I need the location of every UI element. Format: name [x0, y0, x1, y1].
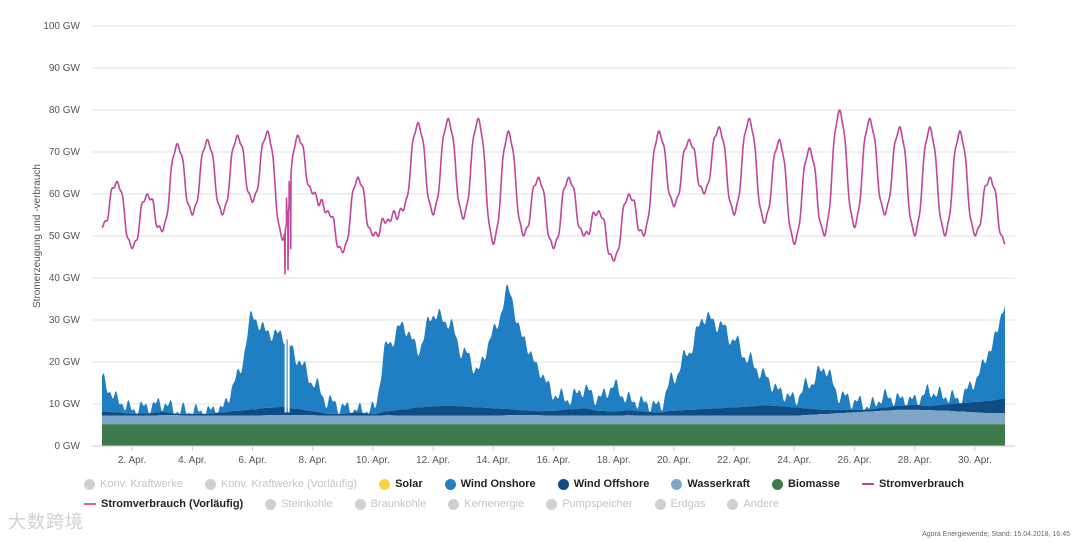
source-note: Agora Energiewende; Stand: 15.04.2018, 1…	[922, 531, 1070, 538]
legend-row-1: Konv. Kraftwerke Konv. Kraftwerke (Vorläu…	[84, 474, 1044, 494]
legend-item-andere[interactable]: Andere	[727, 498, 779, 510]
x-tick-label: 24. Apr.	[777, 455, 811, 466]
legend-item-stromverbrauch-vorläufig[interactable]: Stromverbrauch (Vorläufig)	[84, 498, 243, 510]
x-tick-label: 28. Apr.	[898, 455, 932, 466]
legend-item-konv-kraftwerke[interactable]: Konv. Kraftwerke	[84, 478, 183, 490]
legend-label: Stromverbrauch	[878, 478, 964, 490]
x-tick-label: 2. Apr.	[118, 455, 146, 466]
area-wind-offshore	[102, 398, 1005, 416]
legend-label: Solar	[395, 478, 423, 490]
legend-marker-icon	[448, 498, 460, 510]
line-stromverbrauch	[101, 109, 1006, 275]
legend-label: Wasserkraft	[687, 478, 750, 490]
legend-label: Wind Offshore	[573, 478, 650, 490]
y-tick-label: 40 GW	[49, 273, 81, 284]
legend-marker-icon	[84, 478, 95, 490]
legend-item-wasserkraft[interactable]: Wasserkraft	[671, 478, 750, 490]
legend-label: Konv. Kraftwerke	[100, 478, 183, 490]
chart-lines	[101, 109, 1006, 275]
x-tick-label: 4. Apr.	[178, 455, 206, 466]
y-axis-label: Stromerzeugung und -verbrauch	[32, 164, 43, 308]
legend-label: Kernenergie	[464, 498, 525, 510]
legend-row-2: Stromverbrauch (Vorläufig) Steinkohle Brau…	[84, 494, 1044, 514]
x-tick-label: 8. Apr.	[299, 455, 327, 466]
legend-label: Biomasse	[787, 478, 840, 490]
legend-item-wind-onshore[interactable]: Wind Onshore	[444, 478, 536, 490]
chart-canvas: 0 GW 10 GW 20 GW 30 GW 40 GW 50 GW 60 GW 70 GW 8…	[32, 21, 1015, 466]
y-tick-label: 100 GW	[43, 21, 80, 32]
legend-item-steinkohle[interactable]: Steinkohle	[265, 498, 333, 510]
y-axis-ticks: 0 GW 10 GW 20 GW 30 GW 40 GW 50 GW 60 GW 70 GW 8…	[43, 21, 80, 452]
area-biomasse	[102, 424, 1005, 446]
y-tick-label: 50 GW	[49, 231, 81, 242]
legend-item-solar[interactable]: Solar	[379, 478, 423, 490]
legend-marker-icon	[671, 478, 683, 490]
legend-label: Konv. Kraftwerke (Vorläufig)	[220, 478, 358, 490]
x-tick-label: 12. Apr.	[416, 455, 450, 466]
legend-label: Erdgas	[670, 498, 706, 510]
y-tick-label: 60 GW	[49, 189, 81, 200]
x-tick-label: 16. Apr.	[537, 455, 571, 466]
legend-label: Pumpspeicher	[562, 498, 633, 510]
legend-marker-icon	[379, 478, 391, 490]
legend-item-braunkohle[interactable]: Braunkohle	[354, 498, 427, 510]
chart-grid	[92, 25, 1015, 447]
legend-item-erdgas[interactable]: Erdgas	[654, 498, 706, 510]
watermark-logo: 大数跨境	[8, 512, 84, 533]
legend-marker-icon	[861, 483, 874, 485]
area-wind-onshore	[102, 284, 1005, 415]
y-tick-label: 80 GW	[49, 105, 81, 116]
legend-label: Andere	[743, 498, 779, 510]
legend-label: Wind Onshore	[460, 478, 536, 490]
x-axis-ticks: 2. Apr. 4. Apr. 6. Apr. 8. Apr. 10. Apr. 12. …	[92, 445, 1015, 466]
y-tick-label: 10 GW	[49, 399, 81, 410]
x-tick-label: 22. Apr.	[717, 455, 751, 466]
legend-marker-icon	[265, 498, 277, 510]
legend-marker-icon	[727, 498, 739, 510]
data-gap-marker	[284, 328, 287, 413]
legend-marker-icon	[546, 498, 558, 510]
legend-marker-icon	[654, 498, 666, 510]
legend-marker-icon	[84, 503, 96, 505]
legend-item-pumpspeicher[interactable]: Pumpspeicher	[546, 498, 633, 510]
legend-item-konv-kraftwerke-vorläufig[interactable]: Konv. Kraftwerke (Vorläufig)	[204, 478, 358, 490]
legend-label: Steinkohle	[281, 498, 333, 510]
y-tick-label: 0 GW	[54, 441, 80, 452]
x-tick-label: 10. Apr.	[356, 455, 390, 466]
x-tick-label: 20. Apr.	[657, 455, 691, 466]
legend-marker-icon	[444, 478, 456, 490]
chart-areas	[102, 284, 1005, 446]
x-tick-label: 30. Apr.	[958, 455, 992, 466]
x-tick-label: 6. Apr.	[238, 455, 266, 466]
y-tick-label: 90 GW	[49, 63, 81, 74]
area-wasserkraft	[102, 409, 1005, 425]
legend-label: Stromverbrauch (Vorläufig)	[101, 498, 244, 510]
y-tick-label: 20 GW	[49, 357, 81, 368]
legend-item-stromverbrauch[interactable]: Stromverbrauch	[861, 478, 964, 490]
legend-item-wind-offshore[interactable]: Wind Offshore	[557, 478, 650, 490]
x-tick-label: 26. Apr.	[838, 455, 872, 466]
x-tick-label: 18. Apr.	[597, 455, 631, 466]
legend-marker-icon	[771, 478, 783, 490]
legend-item-biomasse[interactable]: Biomasse	[771, 478, 840, 490]
x-tick-label: 14. Apr.	[476, 455, 510, 466]
y-tick-label: 30 GW	[49, 315, 81, 326]
legend-item-kernenergie[interactable]: Kernenergie	[448, 498, 524, 510]
legend-label: Braunkohle	[370, 498, 427, 510]
legend-marker-icon	[354, 498, 366, 510]
chart-legend: Konv. Kraftwerke Konv. Kraftwerke (Vorläu…	[84, 474, 1044, 514]
legend-marker-icon	[204, 478, 216, 490]
legend-marker-icon	[557, 478, 569, 490]
data-gap-marker	[287, 328, 290, 413]
y-tick-label: 70 GW	[49, 147, 81, 158]
